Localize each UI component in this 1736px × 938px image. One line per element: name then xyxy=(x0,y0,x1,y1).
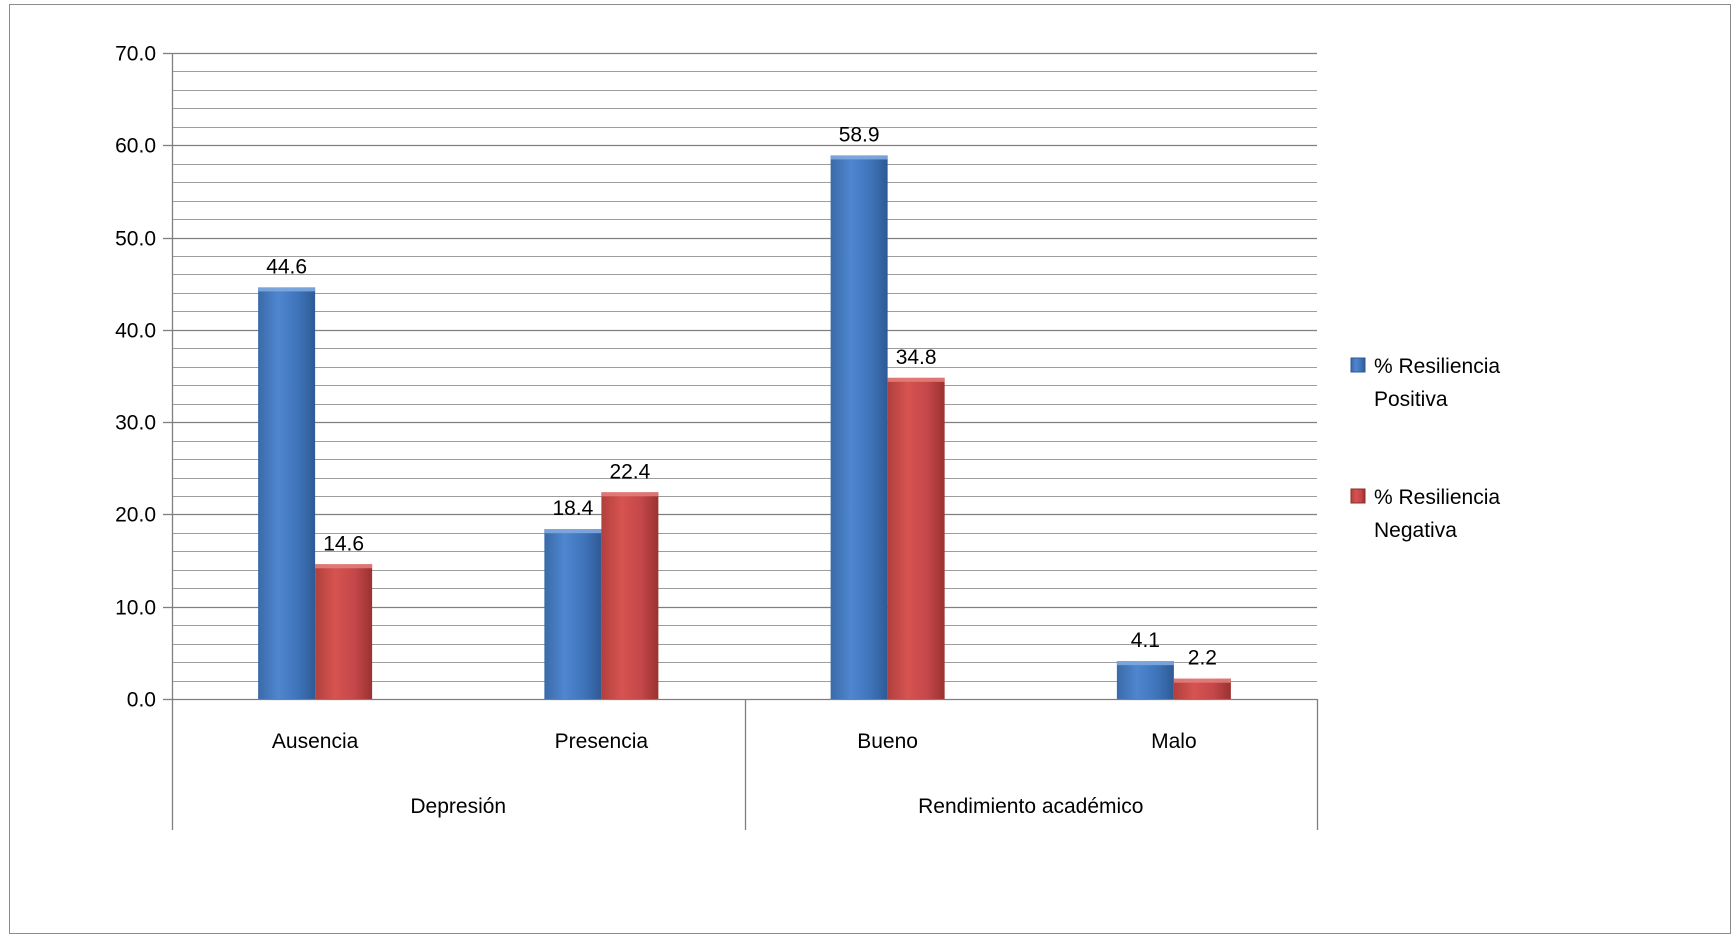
bar-top-bevel xyxy=(258,287,316,292)
bar-body xyxy=(1173,678,1231,699)
bar-0-1 xyxy=(544,529,602,699)
legend-swatch xyxy=(1350,488,1366,504)
bar-top-bevel xyxy=(1116,661,1174,666)
axes: 0.0 10.0 20.0 30.0 40.0 50.0 60.0 70.0 xyxy=(115,43,1319,830)
bar-body xyxy=(601,492,659,699)
legend-label: % Resiliencia xyxy=(1374,486,1500,509)
data-label: 34.8 xyxy=(896,346,937,369)
y-tick-label: 50.0 xyxy=(115,228,156,251)
legend-label: Positiva xyxy=(1374,388,1448,411)
bar-body xyxy=(315,564,373,699)
data-label: 2.2 xyxy=(1188,647,1217,670)
data-label: 22.4 xyxy=(609,460,650,483)
bar-body xyxy=(544,529,602,699)
y-tick-label: 30.0 xyxy=(115,412,156,435)
bar-top-bevel xyxy=(1173,678,1231,683)
category-label: Bueno xyxy=(857,730,918,753)
legend-item-0: % Resiliencia Positiva xyxy=(1350,355,1500,411)
bar-1-2 xyxy=(887,377,945,699)
data-label: 18.4 xyxy=(552,497,593,520)
bar-top-bevel xyxy=(830,155,888,160)
y-tick-label: 70.0 xyxy=(115,43,156,66)
category-label: Presencia xyxy=(555,730,649,753)
y-tick-label: 20.0 xyxy=(115,504,156,527)
bar-0-2 xyxy=(830,155,888,700)
bar-body xyxy=(258,287,316,699)
category-label: Ausencia xyxy=(272,730,359,753)
bar-1-3 xyxy=(1173,678,1231,699)
bar-0-0 xyxy=(258,287,316,699)
bar-top-bevel xyxy=(315,564,373,569)
bars xyxy=(258,155,1231,700)
bar-top-bevel xyxy=(601,492,659,497)
labels: Ausencia 44.6 14.6 Presencia 18.4 22.4 Bueno 58… xyxy=(266,123,1217,818)
bar-body xyxy=(887,377,945,699)
bar-0-3 xyxy=(1116,661,1174,699)
bar-top-bevel xyxy=(544,529,602,534)
group-label: Depresión xyxy=(410,795,506,818)
category-label: Malo xyxy=(1151,730,1197,753)
bar-body xyxy=(830,155,888,700)
data-label: 14.6 xyxy=(323,532,364,555)
y-tick-label: 0.0 xyxy=(127,689,156,712)
legend-label: % Resiliencia xyxy=(1374,355,1500,378)
data-label: 4.1 xyxy=(1131,629,1160,652)
y-tick-label: 40.0 xyxy=(115,320,156,343)
data-label: 44.6 xyxy=(266,255,307,278)
bar-top-bevel xyxy=(887,377,945,382)
y-tick-label: 60.0 xyxy=(115,135,156,158)
bar-1-1 xyxy=(601,492,659,699)
bar-body xyxy=(1116,661,1174,699)
legend-item-1: % Resiliencia Negativa xyxy=(1350,486,1500,542)
legend: % Resiliencia Positiva % Resiliencia Negati… xyxy=(1350,355,1500,542)
data-label: 58.9 xyxy=(839,123,880,146)
group-label: Rendimiento académico xyxy=(918,795,1143,818)
legend-swatch xyxy=(1350,357,1366,373)
bar-1-0 xyxy=(315,564,373,699)
y-tick-label: 10.0 xyxy=(115,597,156,620)
legend-label: Negativa xyxy=(1374,519,1457,542)
